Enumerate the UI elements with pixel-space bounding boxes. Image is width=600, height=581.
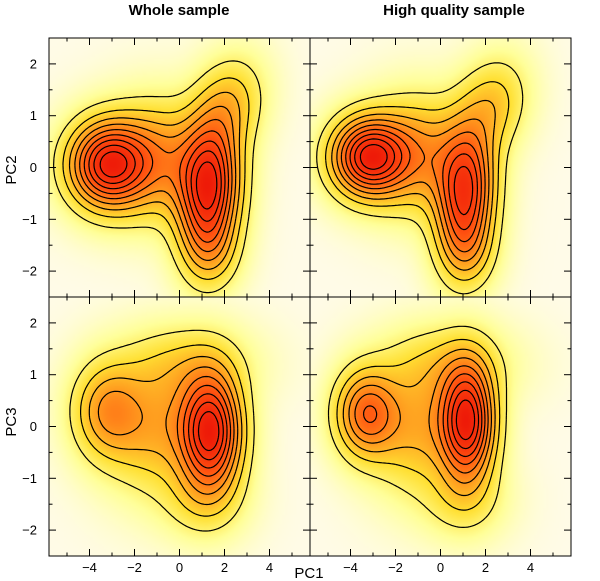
contour-level-1 bbox=[53, 60, 262, 294]
x-tick-label: 4 bbox=[266, 560, 273, 575]
contour-level-7 bbox=[88, 139, 226, 233]
y-tick-label: −2 bbox=[22, 523, 37, 538]
contour-level-7 bbox=[447, 381, 483, 458]
x-tick-label: 2 bbox=[221, 560, 228, 575]
density-heatmap bbox=[310, 38, 571, 297]
x-tick-label: −4 bbox=[343, 560, 358, 575]
contour-level-7 bbox=[349, 133, 478, 231]
contour-level-2 bbox=[62, 77, 250, 280]
y-tick-label: 2 bbox=[30, 315, 37, 330]
contour-level-3 bbox=[68, 91, 241, 270]
contour-level-3 bbox=[88, 355, 243, 506]
contour-level-6 bbox=[363, 373, 486, 465]
x-tick-label: 2 bbox=[482, 560, 489, 575]
density-heatmap bbox=[310, 297, 571, 556]
contour-level-9 bbox=[197, 411, 220, 452]
contour-level-7 bbox=[188, 393, 228, 469]
contour-level-8 bbox=[93, 144, 222, 222]
contour-level-2 bbox=[80, 344, 248, 517]
y-tick-label: −1 bbox=[22, 212, 37, 227]
contour-level-9 bbox=[99, 151, 218, 210]
panel-hq-pc1-pc3: −4 −2 0 2 4 bbox=[309, 296, 572, 575]
density-heatmap bbox=[49, 297, 310, 556]
panel-whole-pc1-pc3: −2 −1 0 1 2 −4 −2 0 2 4 bbox=[22, 296, 311, 575]
contour-level-8 bbox=[451, 389, 480, 450]
x-tick-label: −4 bbox=[82, 560, 97, 575]
y-axis-label-pc3: PC3 bbox=[3, 407, 20, 436]
y-tick-label: 0 bbox=[30, 419, 37, 434]
contour-level-1 bbox=[69, 329, 255, 532]
column-title-whole-sample: Whole sample bbox=[129, 2, 230, 19]
y-tick-label: −2 bbox=[22, 264, 37, 279]
contour-level-5 bbox=[340, 124, 486, 253]
contour-level-8 bbox=[354, 138, 474, 216]
y-tick-label: 0 bbox=[30, 160, 37, 175]
y-tick-label: 1 bbox=[30, 108, 37, 123]
contour-level-5 bbox=[176, 375, 235, 486]
contour-level-4 bbox=[97, 366, 239, 495]
x-tick-label: 0 bbox=[437, 560, 444, 575]
y-tick-label: 1 bbox=[30, 367, 37, 382]
contour-level-5 bbox=[79, 118, 233, 253]
contour-level-1 bbox=[316, 62, 524, 295]
contour-level-1 bbox=[327, 325, 508, 528]
contour-level-2 bbox=[325, 81, 510, 281]
contour-level-9 bbox=[455, 399, 476, 441]
panel-hq-pc1-pc2 bbox=[309, 37, 572, 298]
panel-whole-pc1-pc2: −2 −1 0 1 2 bbox=[22, 37, 311, 298]
contour-level-4 bbox=[348, 357, 492, 484]
x-axis-label-pc1: PC1 bbox=[294, 565, 323, 581]
x-tick-label: −2 bbox=[127, 560, 142, 575]
contour-level-5 bbox=[354, 365, 489, 474]
contour-level-9 bbox=[359, 144, 388, 170]
x-tick-label: −2 bbox=[388, 560, 403, 575]
contour-level-4 bbox=[74, 105, 237, 261]
contour-level-3 bbox=[331, 99, 496, 271]
contour-level-6 bbox=[83, 130, 230, 243]
y-tick-label: 2 bbox=[30, 56, 37, 71]
y-tick-label: −1 bbox=[22, 471, 37, 486]
x-tick-label: 0 bbox=[176, 560, 183, 575]
panels: −2 −1 0 1 2 −2 −1 0 1 2 −4 −2 0 2 4 −4 −2 0 2 4 bbox=[22, 37, 572, 575]
x-tick-label: 4 bbox=[527, 560, 534, 575]
contour-level-8 bbox=[192, 401, 224, 461]
contour-level-4 bbox=[336, 118, 490, 262]
contour-level-6 bbox=[345, 128, 482, 243]
column-title-high-quality-sample: High quality sample bbox=[383, 2, 525, 19]
contour-level-6 bbox=[182, 384, 232, 477]
contour-level-2 bbox=[336, 338, 501, 511]
contour-level-3 bbox=[342, 348, 496, 497]
y-axis-label-pc2: PC2 bbox=[3, 155, 20, 184]
